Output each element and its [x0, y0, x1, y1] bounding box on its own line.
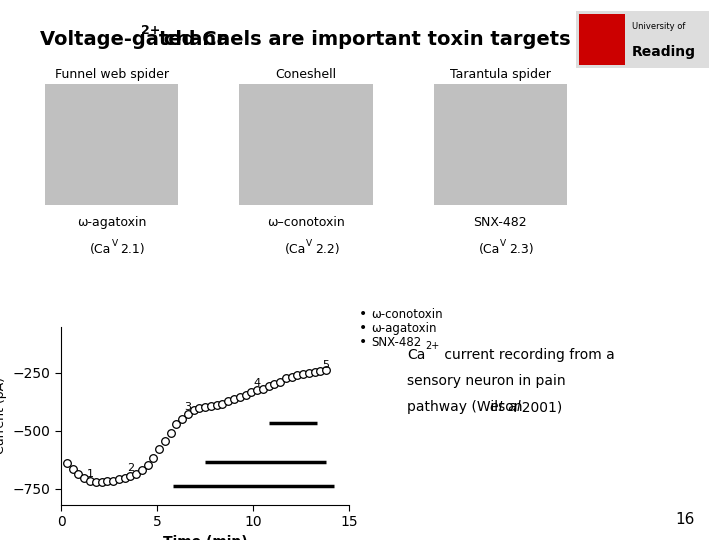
- Text: channels are important toxin targets: channels are important toxin targets: [157, 30, 570, 49]
- Text: (Ca: (Ca: [90, 243, 112, 256]
- Text: •: •: [359, 335, 366, 349]
- Text: Reading: Reading: [632, 45, 696, 59]
- Text: V: V: [112, 239, 118, 248]
- Text: 3: 3: [184, 402, 192, 411]
- Text: 2: 2: [127, 463, 134, 473]
- Y-axis label: Current (pA): Current (pA): [0, 377, 7, 454]
- Text: •: •: [359, 321, 366, 335]
- Text: Tarantula spider: Tarantula spider: [450, 68, 551, 81]
- Text: ω-agatoxin: ω-agatoxin: [371, 322, 436, 335]
- Text: current recording from a: current recording from a: [440, 348, 615, 362]
- Text: ω-agatoxin: ω-agatoxin: [77, 216, 146, 229]
- Text: 2+: 2+: [141, 24, 161, 37]
- Text: Voltage-gated Ca: Voltage-gated Ca: [40, 30, 230, 49]
- Bar: [579, 14, 625, 65]
- Text: •: •: [359, 307, 366, 321]
- Text: (Ca: (Ca: [284, 243, 306, 256]
- Text: SNX-482: SNX-482: [371, 336, 421, 349]
- Text: (Ca: (Ca: [479, 243, 500, 256]
- Text: sensory neuron in pain: sensory neuron in pain: [407, 374, 565, 388]
- Text: 2.2): 2.2): [315, 243, 339, 256]
- Text: V: V: [500, 239, 507, 248]
- Text: 2.1): 2.1): [120, 243, 145, 256]
- Text: 4: 4: [253, 379, 261, 388]
- Text: 16: 16: [675, 511, 695, 526]
- Text: ω–conotoxin: ω–conotoxin: [267, 216, 345, 229]
- Text: 1: 1: [86, 469, 94, 478]
- Text: et al: et al: [490, 400, 521, 414]
- Text: ω-conotoxin: ω-conotoxin: [371, 308, 442, 321]
- Text: Coneshell: Coneshell: [276, 68, 336, 81]
- X-axis label: Time (min): Time (min): [163, 535, 248, 540]
- Text: 2.3): 2.3): [509, 243, 534, 256]
- Text: V: V: [306, 239, 312, 248]
- Text: SNX-482: SNX-482: [474, 216, 527, 229]
- Text: 5: 5: [323, 360, 330, 370]
- Text: Ca: Ca: [407, 348, 426, 362]
- Text: Funnel web spider: Funnel web spider: [55, 68, 168, 81]
- Text: . 2001): . 2001): [513, 400, 562, 414]
- Text: University of: University of: [632, 22, 685, 31]
- Text: pathway (Wilson: pathway (Wilson: [407, 400, 526, 414]
- Text: 2+: 2+: [426, 341, 440, 352]
